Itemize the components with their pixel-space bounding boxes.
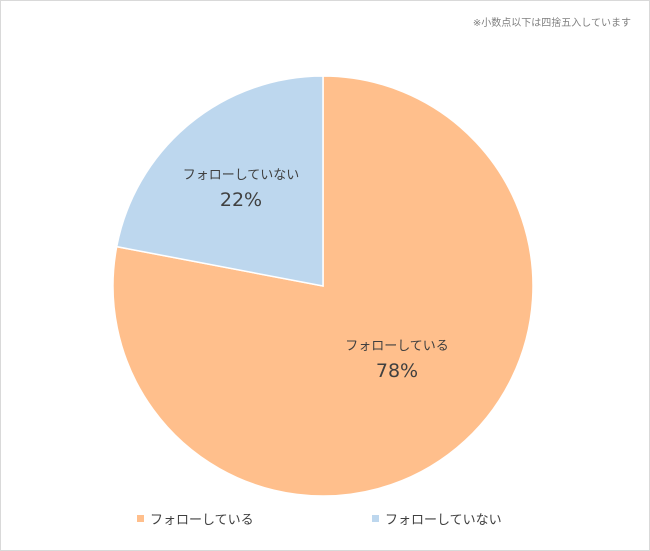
slice-label-not-following: フォローしていない	[183, 168, 300, 183]
legend-swatch-following	[137, 515, 144, 522]
rounding-note: ※小数点以下は四捨五入しています	[472, 18, 631, 29]
slice-percent-following: 78%	[376, 360, 418, 382]
legend-label-not-following: フォローしていない	[385, 513, 502, 528]
legend-item-following: フォローしている	[137, 509, 254, 528]
legend-swatch-not-following	[372, 515, 379, 522]
slice-label-following: フォローしている	[345, 339, 449, 354]
slice-percent-not-following: 22%	[220, 189, 262, 211]
legend: フォローしている フォローしていない	[0, 509, 650, 529]
legend-item-not-following: フォローしていない	[372, 509, 502, 528]
pie-slice-not-following	[115, 75, 324, 287]
legend-label-following: フォローしている	[150, 513, 254, 528]
